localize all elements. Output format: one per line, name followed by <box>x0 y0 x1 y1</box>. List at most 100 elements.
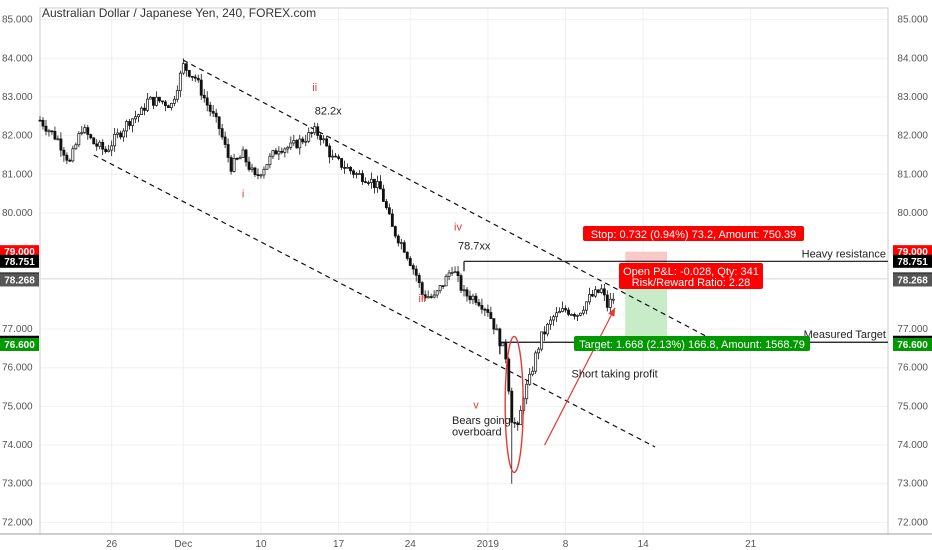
candle-down <box>543 331 547 335</box>
candle-down <box>459 275 463 291</box>
candle-down <box>223 136 227 145</box>
profit-arrow-line <box>544 307 616 446</box>
candle-up <box>172 98 176 104</box>
candle-down <box>205 97 209 106</box>
price-badge-left: 78.751 <box>0 254 39 268</box>
candle-up <box>608 298 612 308</box>
y-tick-label-left: 85.000 <box>2 15 33 26</box>
candle-down <box>199 79 203 96</box>
candle-down <box>301 138 305 143</box>
candle-down <box>420 282 424 295</box>
candle-up <box>438 285 442 292</box>
candle-down <box>411 265 415 270</box>
y-tick-label-left: 84.000 <box>2 53 33 64</box>
y-tick-label-left: 74.000 <box>2 440 33 451</box>
candle-down <box>119 132 123 138</box>
candle-up <box>558 311 561 314</box>
candle-up <box>178 72 182 92</box>
candle-up <box>444 275 448 287</box>
candle-down <box>217 116 221 129</box>
price-badge-label: 79.000 <box>897 247 928 258</box>
candle-down <box>408 258 412 266</box>
candle-down <box>402 242 406 253</box>
candle-up <box>399 242 403 244</box>
candle-up <box>250 167 254 170</box>
candle-down <box>59 138 63 151</box>
candle-up <box>576 314 579 317</box>
candle-up <box>537 348 541 354</box>
chart-annotation: 78.7xx <box>458 241 491 253</box>
candle-up <box>80 132 84 134</box>
candle-up <box>298 138 302 149</box>
candle-down <box>310 132 314 134</box>
x-tick-label: Dec <box>174 539 192 550</box>
candle-down <box>361 173 364 183</box>
candle-up <box>450 272 454 274</box>
candle-down <box>414 268 418 276</box>
candle-down <box>211 111 215 114</box>
candle-down <box>378 181 382 190</box>
candle-up <box>131 118 134 126</box>
candle-down <box>498 328 502 347</box>
measured-target-label: Measured Target <box>804 329 886 341</box>
candle-down <box>337 156 341 159</box>
price-badge-bg <box>0 337 39 351</box>
candle-down <box>38 119 42 122</box>
candle-down <box>468 295 472 301</box>
candle-up <box>447 272 451 277</box>
y-tick-label-left: 80.000 <box>2 208 33 219</box>
candle-up <box>528 373 532 385</box>
candle-down <box>352 170 355 175</box>
candle-up <box>277 150 281 155</box>
candle-down <box>104 148 108 152</box>
candle-down <box>364 181 367 184</box>
chart-annotation: Bears going <box>452 415 511 427</box>
candle-up <box>495 328 499 331</box>
y-tick-label-left: 75.000 <box>2 401 33 412</box>
candle-down <box>68 159 72 162</box>
price-badge-label: 76.600 <box>897 340 928 351</box>
x-tick-label: 8 <box>563 539 569 550</box>
candle-down <box>274 150 278 155</box>
price-badge-bg <box>893 254 932 268</box>
candle-up <box>435 290 439 296</box>
candle-up <box>358 173 361 175</box>
candle-down <box>101 141 105 150</box>
price-badge-left: 76.600 <box>0 337 39 351</box>
candle-down <box>405 251 409 259</box>
candle-up <box>116 132 120 135</box>
candle-up <box>122 130 126 138</box>
candles <box>38 58 615 484</box>
candle-up <box>519 410 523 426</box>
candle-down <box>214 112 218 118</box>
candle-up <box>611 298 615 301</box>
candle-down <box>417 274 421 284</box>
candle-down <box>65 154 69 161</box>
candle-up <box>149 96 152 100</box>
candle-up <box>453 271 457 274</box>
y-tick-label-right: 74.000 <box>897 440 928 451</box>
candle-up <box>56 138 60 141</box>
candle-down <box>590 294 594 297</box>
candle-down <box>605 294 609 308</box>
candle-up <box>375 181 379 188</box>
candle-down <box>492 318 496 330</box>
stop-label-box: Stop: 0.732 (0.94%) 73.2, Amount: 750.39 <box>583 226 804 241</box>
pnl-label-box-text: Open P&L: -0.028, Qty: 341 <box>623 266 759 278</box>
candle-up <box>140 107 143 116</box>
pnl-label-box-bg <box>619 263 763 289</box>
candle-up <box>570 314 573 316</box>
candle-down <box>441 285 445 287</box>
candle-up <box>181 63 185 74</box>
candle-up <box>74 144 78 150</box>
candle-up <box>146 98 149 111</box>
candle-down <box>86 127 90 135</box>
candle-up <box>271 150 275 157</box>
candle-down <box>184 63 188 71</box>
y-tick-label-right: 73.000 <box>897 479 928 490</box>
y-tick-label-left: 72.000 <box>2 517 33 528</box>
wave-label: ii <box>312 82 317 94</box>
x-tick-label: 14 <box>638 539 650 550</box>
x-tick-label: 21 <box>745 539 757 550</box>
